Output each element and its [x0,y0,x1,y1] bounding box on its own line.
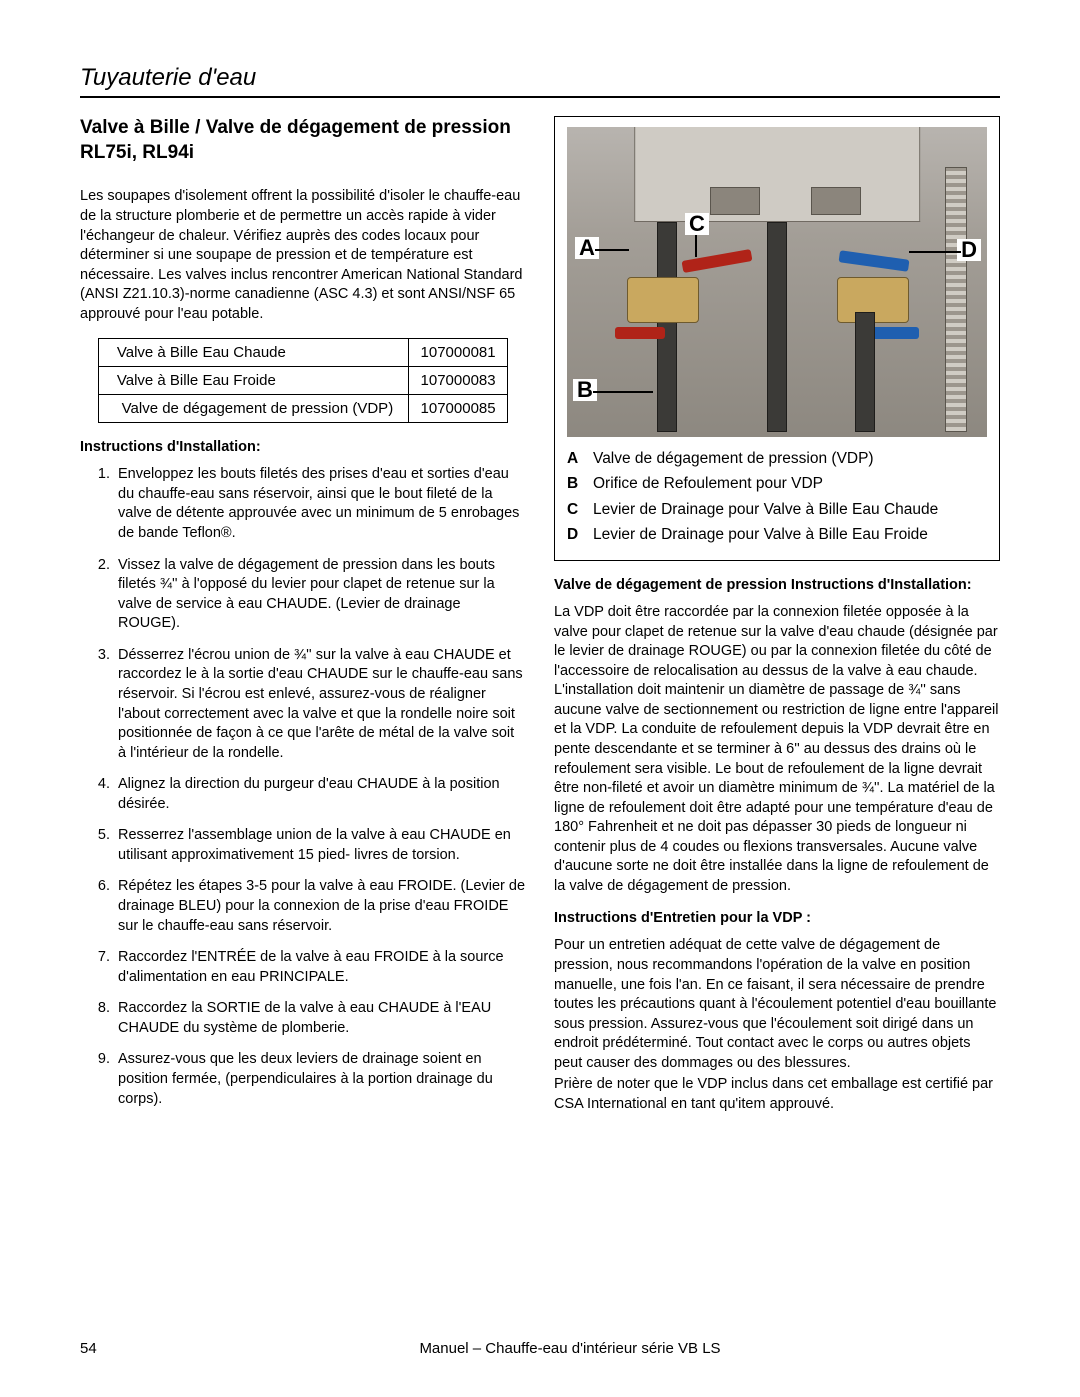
red-handle-shape [681,249,752,273]
footer-title: Manuel – Chauffe-eau d'intérieur série V… [140,1340,1000,1357]
list-item: Enveloppez les bouts filetés des prises … [114,465,526,543]
list-item: Raccordez la SORTIE de la valve à eau CH… [114,999,526,1038]
parts-table: Valve à Bille Eau Chaude 107000081 Valve… [98,338,508,423]
leader-line [593,391,653,393]
pipe-shape [767,222,787,432]
figure-box: A B C D A Valve de dégagement de pressio… [554,116,1000,561]
red-handle-shape [615,327,665,339]
legend-text: Orifice de Refoulement pour VDP [593,472,823,495]
legend-text: Valve de dégagement de pression (VDP) [593,447,874,470]
vdp-maint-text-1: Pour un entretien adéquat de cette valve… [554,936,1000,1073]
page-number: 54 [80,1340,140,1357]
list-item: Resserrez l'assemblage union de la valve… [114,826,526,865]
table-row: Valve de dégagement de pression (VDP) 10… [98,395,507,423]
install-heading: Instructions d'Installation: [80,439,526,455]
legend-key: B [567,472,593,495]
legend-text: Levier de Drainage pour Valve à Bille Ea… [593,498,938,521]
figure-label-c: C [685,213,709,235]
legend-key: C [567,498,593,521]
leader-line [909,251,961,253]
list-item: Raccordez l'ENTRÉE de la valve à eau FRO… [114,948,526,987]
leader-line [595,249,629,251]
vdp-maint-text-2: Prière de noter que le VDP inclus dans c… [554,1075,1000,1114]
part-number-cell: 107000083 [408,367,507,395]
valve-photo-illustration: A B C D [567,127,987,437]
heater-unit-shape [634,127,920,222]
list-item: Vissez la valve de dégagement de pressio… [114,556,526,634]
figure-label-a: A [575,237,599,259]
list-item: Désserrez l'écrou union de ¾'' sur la va… [114,646,526,763]
flex-hose-shape [945,167,967,432]
blue-handle-shape [839,250,910,272]
left-column: Valve à Bille / Valve de dégagement de p… [80,116,526,1129]
page-footer: 54 Manuel – Chauffe-eau d'intérieur séri… [80,1340,1000,1357]
bracket-shape [710,187,760,215]
table-row: Valve à Bille Eau Froide 107000083 [98,367,507,395]
vdp-maint-heading: Instructions d'Entretien pour la VDP : [554,910,1000,926]
section-title: Valve à Bille / Valve de dégagement de p… [80,116,526,165]
list-item: Répétez les étapes 3-5 pour la valve à e… [114,877,526,936]
page-section-header: Tuyauterie d'eau [80,64,1000,98]
part-name-cell: Valve à Bille Eau Chaude [98,339,408,367]
legend-key: A [567,447,593,470]
legend-row: A Valve de dégagement de pression (VDP) [567,447,987,470]
vdp-install-heading: Valve de dégagement de pression Instruct… [554,577,1000,593]
figure-label-d: D [957,239,981,261]
legend-key: D [567,523,593,546]
list-item: Assurez-vous que les deux leviers de dra… [114,1050,526,1109]
part-number-cell: 107000081 [408,339,507,367]
vdp-install-text: La VDP doit être raccordée par la connex… [554,603,1000,896]
legend-row: C Levier de Drainage pour Valve à Bille … [567,498,987,521]
two-column-layout: Valve à Bille / Valve de dégagement de p… [80,116,1000,1129]
legend-row: B Orifice de Refoulement pour VDP [567,472,987,495]
table-row: Valve à Bille Eau Chaude 107000081 [98,339,507,367]
part-name-cell: Valve à Bille Eau Froide [98,367,408,395]
valve-shape [627,277,699,323]
figure-label-b: B [573,379,597,401]
blue-handle-shape [869,327,919,339]
legend-row: D Levier de Drainage pour Valve à Bille … [567,523,987,546]
leader-line [695,235,697,257]
install-steps-list: Enveloppez les bouts filetés des prises … [80,465,526,1109]
bracket-shape [811,187,861,215]
part-name-cell: Valve de dégagement de pression (VDP) [98,395,408,423]
list-item: Alignez la direction du purgeur d'eau CH… [114,775,526,814]
intro-paragraph: Les soupapes d'isolement offrent la poss… [80,187,526,324]
right-column: A B C D A Valve de dégagement de pressio… [554,116,1000,1129]
part-number-cell: 107000085 [408,395,507,423]
legend-text: Levier de Drainage pour Valve à Bille Ea… [593,523,928,546]
pipe-shape [855,312,875,432]
